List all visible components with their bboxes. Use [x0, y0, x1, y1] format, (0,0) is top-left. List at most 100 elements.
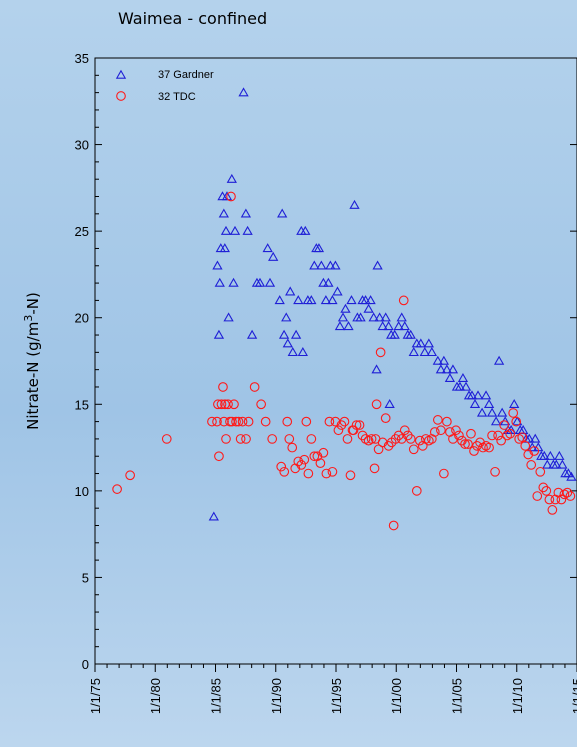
data-point-circle	[380, 413, 391, 423]
y-tick-label: 30	[75, 138, 89, 153]
data-point-circle	[354, 420, 365, 430]
data-point-circle	[212, 416, 222, 427]
data-point-triangle	[460, 381, 472, 391]
data-point-triangle	[360, 295, 371, 305]
data-point-triangle	[262, 243, 273, 253]
data-point-triangle	[218, 208, 229, 218]
data-point-circle	[499, 420, 510, 430]
legend: 37 Gardner 32 TDC	[115, 69, 214, 103]
data-point-circle	[442, 416, 452, 427]
data-point-triangle	[309, 260, 320, 270]
data-point-circle	[357, 430, 368, 441]
data-point-circle	[475, 437, 485, 448]
x-tick-label: 1/1/85	[209, 678, 224, 714]
data-point-circle	[112, 484, 122, 494]
data-point-circle	[405, 434, 416, 444]
data-point-circle	[544, 494, 555, 505]
y-axis-label: Nitrate-N (g/m3-N)	[22, 292, 42, 430]
axes	[94, 57, 577, 665]
data-point-triangle	[313, 243, 325, 253]
data-point-circle	[226, 191, 236, 202]
x-tick-label: 1/1/75	[88, 678, 103, 714]
x-tick-label: 1/1/90	[269, 678, 284, 714]
data-point-triangle	[444, 373, 456, 383]
y-tick-label: 20	[75, 311, 89, 326]
data-point-triangle	[447, 364, 459, 374]
x-tick-label: 1/1/80	[148, 678, 163, 714]
data-point-triangle	[486, 407, 498, 417]
data-point-triangle	[223, 312, 234, 322]
data-point-triangle	[281, 312, 292, 322]
data-point-circle	[216, 399, 227, 410]
data-point-triangle	[542, 459, 553, 469]
data-point-triangle	[343, 321, 354, 331]
data-point-triangle	[330, 260, 341, 270]
data-point-triangle	[554, 450, 565, 460]
data-point-triangle	[408, 347, 419, 357]
data-point-triangle	[512, 416, 523, 426]
data-point-circle	[369, 463, 380, 474]
data-point-circle	[523, 449, 534, 460]
legend-triangle-marker	[115, 69, 127, 79]
data-point-triangle	[551, 459, 562, 469]
data-point-circle	[454, 430, 464, 441]
y-tick-label: 10	[75, 484, 89, 499]
data-point-triangle	[334, 321, 346, 331]
data-point-circle	[496, 435, 507, 446]
data-point-circle	[484, 442, 494, 453]
data-point-circle	[309, 451, 320, 462]
legend-circle-marker	[116, 91, 126, 101]
data-point-circle	[469, 446, 479, 456]
data-point-triangle	[220, 225, 232, 235]
y-tick-label: 35	[75, 51, 89, 66]
data-point-circle	[213, 399, 223, 410]
data-point-circle	[529, 446, 540, 456]
data-point-circle	[227, 416, 237, 427]
data-point-circle	[429, 427, 440, 437]
data-point-circle	[547, 505, 558, 515]
data-point-circle	[318, 447, 329, 458]
legend-marker-37-gardner	[115, 69, 127, 79]
data-point-triangle	[563, 468, 574, 478]
data-point-circle	[243, 416, 254, 427]
y-tick-label: 0	[82, 657, 89, 672]
data-point-circle	[256, 399, 266, 410]
data-point-triangle	[355, 312, 366, 322]
data-point-triangle	[228, 277, 239, 287]
data-point-circle	[301, 416, 312, 427]
data-point-triangle	[530, 433, 541, 443]
series-32-tdc	[112, 191, 576, 531]
data-point-triangle	[372, 260, 383, 270]
data-point-circle	[293, 456, 304, 467]
data-point-circle	[214, 451, 224, 462]
data-point-circle	[366, 434, 377, 444]
data-point-circle	[390, 434, 401, 444]
data-point-triangle	[349, 199, 360, 209]
data-point-circle	[276, 461, 287, 472]
data-point-circle	[532, 491, 543, 501]
data-point-circle	[511, 416, 522, 427]
data-point-triangle	[371, 364, 382, 374]
data-point-triangle	[545, 450, 556, 460]
data-point-triangle	[240, 208, 252, 218]
data-point-circle	[287, 442, 298, 453]
data-point-triangle	[469, 398, 481, 408]
data-point-circle	[408, 444, 419, 455]
x-tick-label: 1/1/15	[570, 678, 577, 714]
data-point-triangle	[423, 338, 434, 348]
data-point-triangle	[293, 295, 304, 305]
data-point-circle	[520, 440, 531, 451]
data-point-circle	[324, 416, 335, 427]
data-point-triangle	[213, 329, 225, 339]
data-point-triangle	[466, 390, 478, 400]
data-point-circle	[426, 434, 437, 444]
data-point-circle	[327, 466, 338, 477]
data-point-circle	[448, 434, 458, 444]
data-point-triangle	[435, 364, 447, 374]
data-point-triangle	[493, 355, 505, 365]
data-point-circle	[383, 440, 394, 451]
data-point-triangle	[242, 225, 253, 235]
data-point-triangle	[363, 303, 374, 313]
y-axis: 0 5 10 15 20 25 30 35	[75, 51, 577, 672]
y-tick-label: 25	[75, 224, 89, 239]
